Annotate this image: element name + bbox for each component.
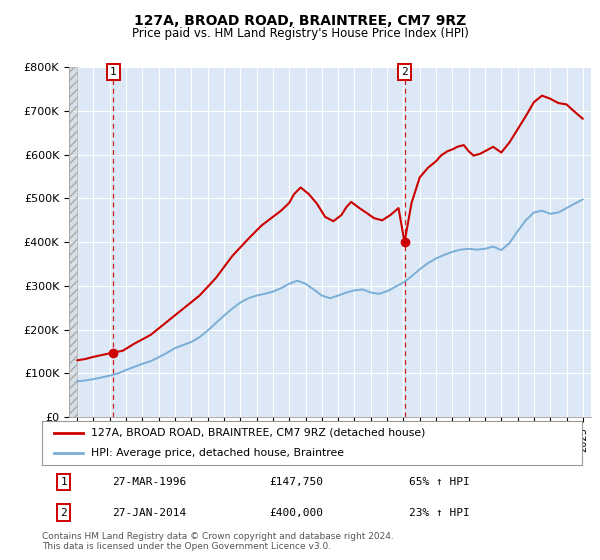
Text: 2: 2 bbox=[401, 67, 408, 77]
Text: 27-JAN-2014: 27-JAN-2014 bbox=[112, 507, 187, 517]
Text: 23% ↑ HPI: 23% ↑ HPI bbox=[409, 507, 470, 517]
Bar bbox=[69, 67, 77, 417]
Text: 2: 2 bbox=[60, 507, 67, 517]
Text: £400,000: £400,000 bbox=[269, 507, 323, 517]
Text: Contains HM Land Registry data © Crown copyright and database right 2024.
This d: Contains HM Land Registry data © Crown c… bbox=[42, 532, 394, 552]
Text: 27-MAR-1996: 27-MAR-1996 bbox=[112, 477, 187, 487]
Text: 1: 1 bbox=[60, 477, 67, 487]
Text: Price paid vs. HM Land Registry's House Price Index (HPI): Price paid vs. HM Land Registry's House … bbox=[131, 27, 469, 40]
Bar bbox=[69, 67, 77, 417]
Text: 65% ↑ HPI: 65% ↑ HPI bbox=[409, 477, 470, 487]
Text: 1: 1 bbox=[110, 67, 117, 77]
Text: HPI: Average price, detached house, Braintree: HPI: Average price, detached house, Brai… bbox=[91, 448, 344, 458]
Text: 127A, BROAD ROAD, BRAINTREE, CM7 9RZ (detached house): 127A, BROAD ROAD, BRAINTREE, CM7 9RZ (de… bbox=[91, 428, 425, 438]
Text: 127A, BROAD ROAD, BRAINTREE, CM7 9RZ: 127A, BROAD ROAD, BRAINTREE, CM7 9RZ bbox=[134, 14, 466, 28]
Text: £147,750: £147,750 bbox=[269, 477, 323, 487]
